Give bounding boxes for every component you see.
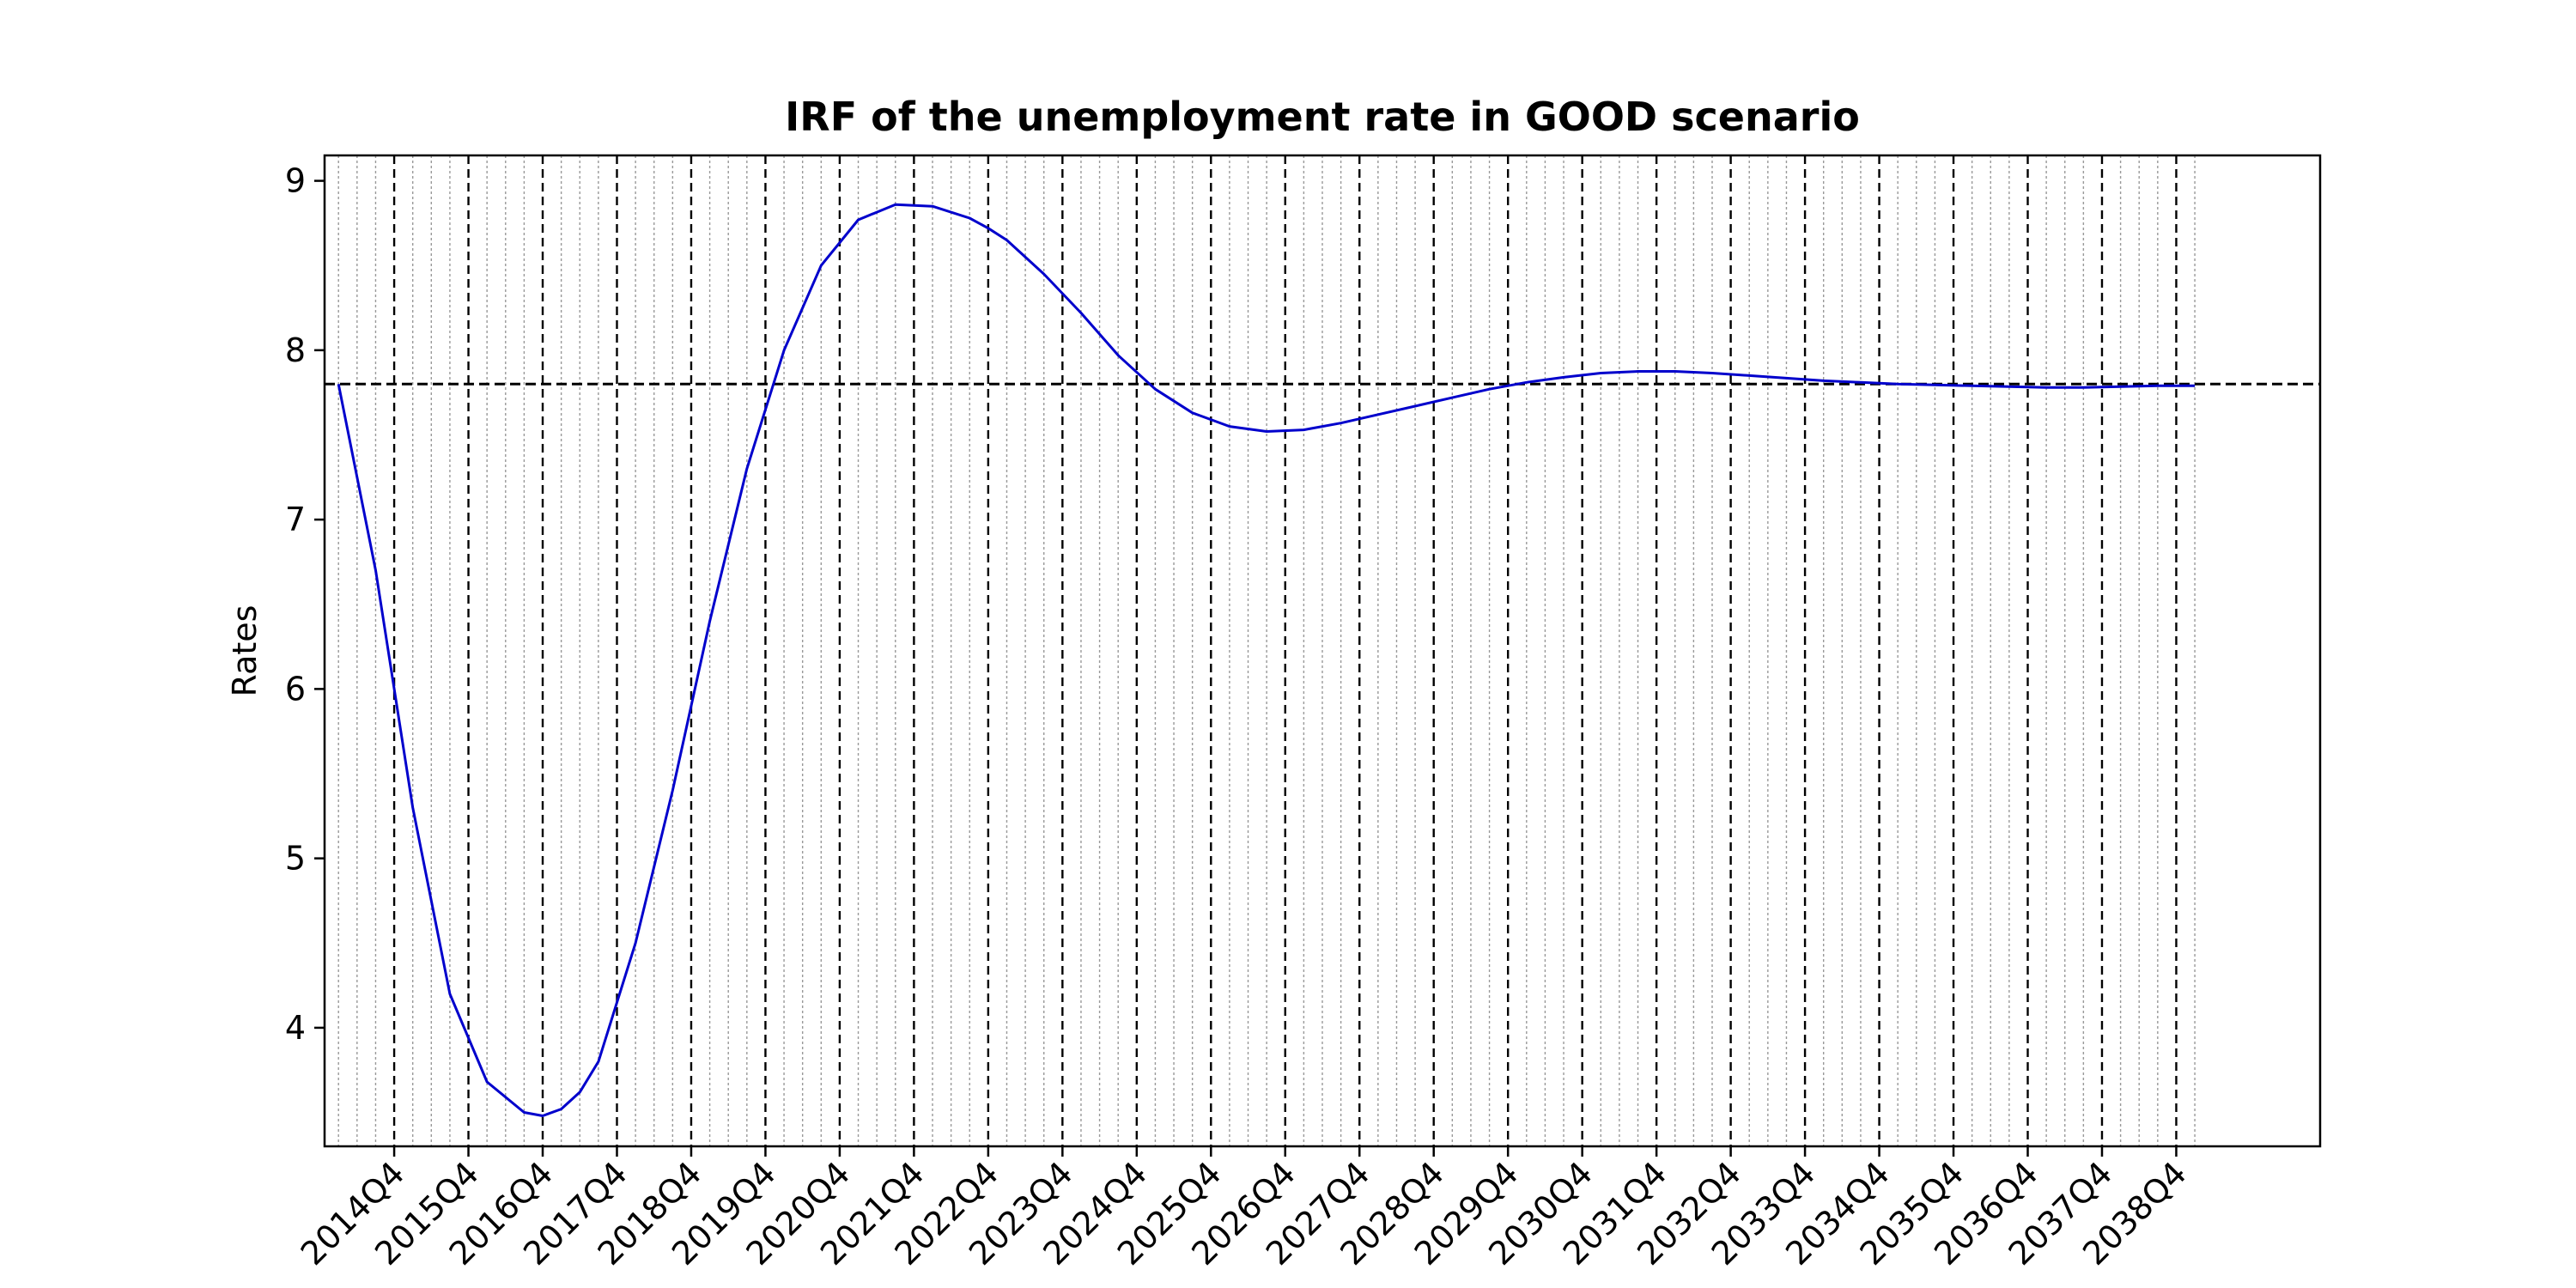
y-tick-label: 8	[285, 331, 306, 369]
chart-title: IRF of the unemployment rate in GOOD sce…	[785, 94, 1860, 140]
y-tick-label: 5	[285, 840, 306, 878]
series-layer	[337, 203, 2196, 1117]
grid-layer	[337, 155, 2196, 1146]
y-tick-label: 7	[285, 501, 306, 538]
y-tick-label: 9	[285, 162, 306, 200]
y-tick-label: 6	[285, 670, 306, 708]
plot-frame	[323, 154, 2322, 1148]
y-axis-label: Rates	[226, 605, 264, 697]
y-axis: 4 5 6 7 8 9	[285, 162, 325, 1047]
y-tick-label: 4	[285, 1009, 306, 1047]
series-line	[337, 203, 2196, 1117]
